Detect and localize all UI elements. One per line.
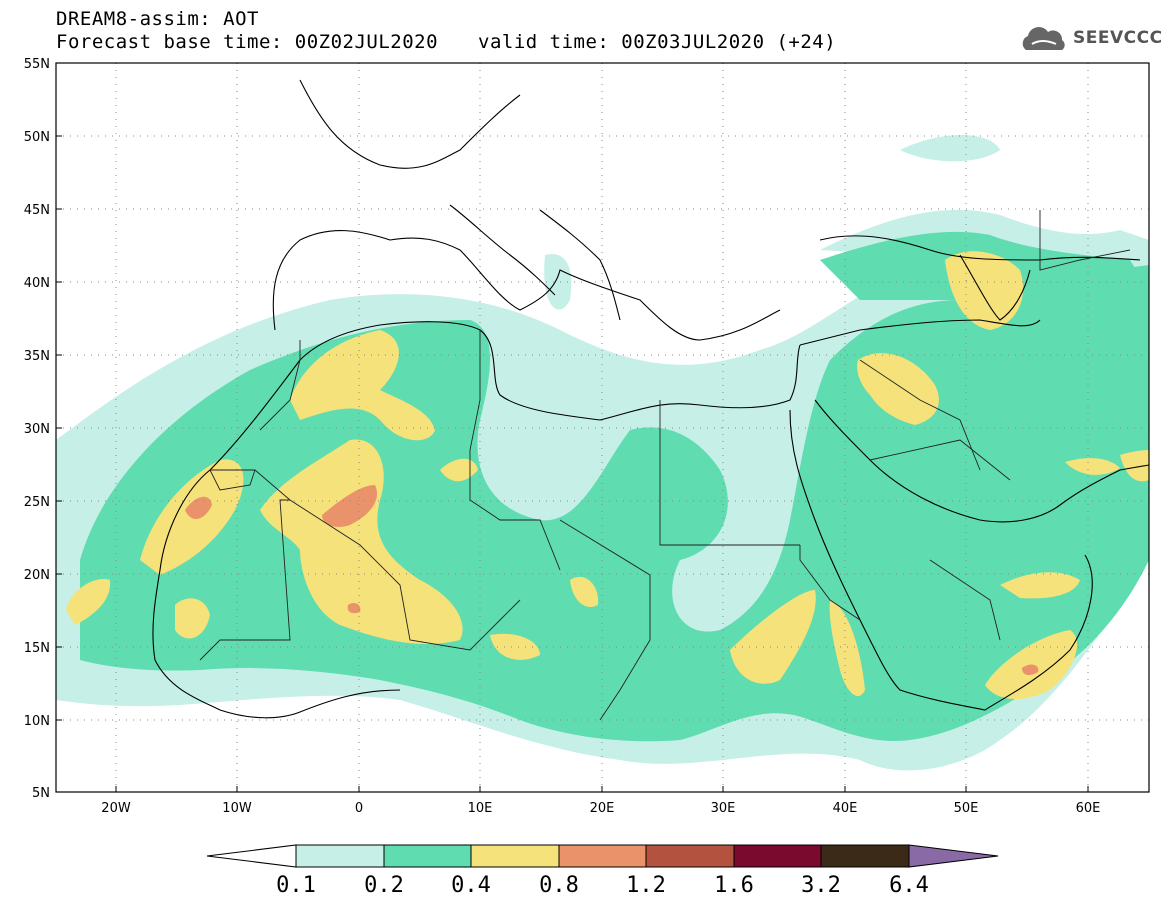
colorbar-label: 0.8 <box>539 873 579 898</box>
colorbar-label: 0.4 <box>451 873 491 898</box>
lat-tick: 10N <box>24 714 50 729</box>
colorbar-bin <box>295 844 385 868</box>
colorbar: 0.1 0.2 0.4 0.8 1.2 1.6 3.2 6.4 <box>206 844 999 898</box>
colorbar-label: 1.6 <box>714 873 754 898</box>
lon-tick: 40E <box>833 801 858 816</box>
lat-axis: 55N 50N 45N 40N 35N 30N 25N 20N 15N 10N … <box>24 57 62 801</box>
seevccc-logo: SEEVCCC <box>1018 22 1162 58</box>
valid-time-label: valid time: 00Z03JUL2020 (+24) <box>478 31 837 53</box>
base-time-label: Forecast base time: 00Z02JUL2020 <box>56 31 439 53</box>
lat-tick: 25N <box>24 495 50 510</box>
lon-tick: 10E <box>468 801 493 816</box>
lon-tick: 50E <box>954 801 979 816</box>
lon-axis: 20W 10W 0 10E 20E 30E 40E 50E 60E <box>101 786 1100 816</box>
aot-band-0.8 <box>185 485 1039 676</box>
colorbar-bin <box>558 844 647 868</box>
graticule <box>56 63 1149 792</box>
lat-tick: 45N <box>24 203 50 218</box>
lat-tick: 40N <box>24 276 50 291</box>
colorbar-bin <box>470 844 560 868</box>
lat-tick: 30N <box>24 422 50 437</box>
colorbar-label: 6.4 <box>889 873 929 898</box>
coastlines <box>152 79 1149 719</box>
colorbar-high-arrow <box>908 844 999 868</box>
lat-tick: 5N <box>32 786 50 801</box>
lat-tick: 15N <box>24 641 50 656</box>
aot-fill-layer <box>56 63 1149 792</box>
lon-tick: 10W <box>222 801 252 816</box>
colorbar-label: 0.2 <box>364 873 404 898</box>
colorbar-bin <box>645 844 735 868</box>
logo-text: SEEVCCC <box>1073 28 1163 48</box>
colorbar-bin <box>733 844 822 868</box>
colorbar-bin <box>383 844 472 868</box>
lat-tick: 50N <box>24 130 50 145</box>
lon-tick: 30E <box>711 801 736 816</box>
cloud-icon <box>1022 27 1065 50</box>
colorbar-bin <box>820 844 910 868</box>
colorbar-low-arrow <box>206 844 297 868</box>
lon-tick: 0 <box>355 801 363 816</box>
borders <box>199 210 1131 721</box>
lat-tick: 20N <box>24 568 50 583</box>
colorbar-label: 3.2 <box>801 873 841 898</box>
colorbar-label: 1.2 <box>626 873 666 898</box>
title-line: DREAM8-assim: AOT <box>56 8 259 30</box>
aot-band-0.4 <box>66 251 1149 700</box>
lon-tick: 60E <box>1076 801 1101 816</box>
lat-tick: 35N <box>24 349 50 364</box>
lon-tick: 20E <box>590 801 615 816</box>
colorbar-label: 0.1 <box>276 873 316 898</box>
lat-tick: 55N <box>24 57 50 72</box>
lon-tick: 20W <box>101 801 131 816</box>
